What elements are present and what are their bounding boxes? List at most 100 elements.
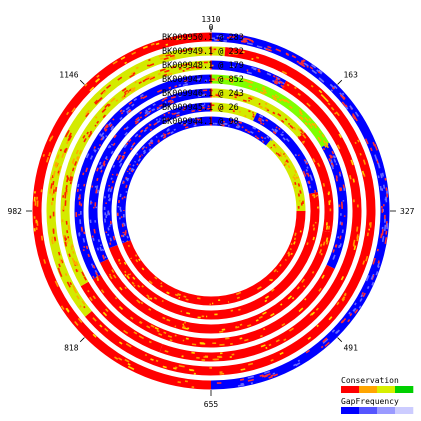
ring-speckle [182, 108, 186, 111]
ring-speckle [128, 101, 133, 105]
ring-speckle [52, 189, 55, 194]
ring-speckle [302, 140, 306, 143]
ring-segment [99, 230, 332, 334]
ring-speckle [177, 381, 181, 384]
ring-speckle [302, 134, 307, 139]
ring-speckle [135, 116, 140, 121]
ring-speckle [224, 78, 231, 81]
ring-speckle [95, 188, 98, 194]
ring-speckle [318, 89, 323, 94]
ring-speckle [366, 286, 370, 290]
ring-speckle [338, 244, 341, 249]
ring-speckle [352, 178, 355, 183]
ring-speckle [305, 349, 311, 354]
ring-speckle [302, 59, 306, 62]
ring-speckle [102, 90, 107, 94]
ring-speckle [157, 89, 163, 93]
track-label: BK009946.1 @ 243 [162, 89, 244, 99]
ring-speckle [81, 271, 85, 277]
ring-speckle [127, 109, 132, 113]
ring-speckle [236, 292, 239, 296]
ring-speckle [128, 88, 132, 92]
ring-speckle [141, 267, 145, 271]
ring-speckle [122, 234, 125, 238]
ring-speckle [93, 99, 99, 104]
ring-speckle [77, 183, 80, 188]
ring-speckle [238, 94, 241, 97]
track-label: BK009945.1 @ 26 [162, 103, 239, 113]
ring-speckle [87, 290, 90, 293]
ring-speckle [174, 85, 178, 88]
ring-speckle [126, 177, 130, 182]
ring-speckle [128, 139, 132, 143]
ring-speckle [335, 111, 340, 117]
ring-speckle [302, 170, 305, 174]
ring-speckle [261, 88, 267, 92]
ring-2 [46, 46, 376, 376]
ring-speckle [380, 233, 383, 239]
ring-speckle [370, 275, 374, 280]
ring-speckle [247, 324, 252, 327]
ring-speckle [96, 247, 100, 251]
ring-speckle [184, 63, 191, 66]
ring-speckle [173, 367, 177, 370]
ring-speckle [381, 236, 385, 242]
ring-speckle [178, 364, 185, 368]
ring-speckle [349, 174, 352, 180]
ring-speckle [178, 84, 182, 87]
ring-speckle [132, 276, 136, 280]
ring-speckle [146, 325, 151, 329]
tick-label: 1146 [59, 71, 78, 80]
ring-speckle [176, 37, 183, 41]
ring-speckle [103, 128, 106, 131]
ring-speckle [125, 177, 128, 181]
ring-speckle [130, 257, 133, 260]
ring-speckle [268, 343, 272, 347]
ring-speckle [362, 292, 366, 298]
ring-speckle [64, 193, 67, 199]
ring-speckle [253, 68, 257, 71]
ring-speckle [341, 92, 345, 96]
ring-speckle [150, 358, 154, 361]
ring-speckle [119, 116, 123, 121]
ring-speckle [294, 86, 297, 90]
ring-speckle [285, 138, 290, 143]
ring-speckle [156, 106, 161, 111]
ring-speckle [67, 225, 70, 231]
ring-speckle [318, 287, 322, 292]
ring-speckle [110, 150, 114, 155]
ring-speckle [64, 147, 68, 154]
ring-speckle [296, 286, 300, 290]
ring-segment [109, 192, 320, 320]
ring-speckle [248, 85, 253, 88]
ring-speckle [163, 113, 166, 117]
ring-speckle [142, 79, 146, 83]
ring-speckle [82, 134, 86, 139]
ring-speckle [335, 163, 338, 166]
ring-speckle [382, 184, 386, 189]
ring-speckle [339, 243, 342, 248]
ring-speckle [170, 96, 173, 99]
ring-speckle [66, 281, 71, 288]
ring-speckle [146, 294, 150, 298]
ring-speckle [138, 134, 142, 138]
ring-speckle [295, 363, 298, 367]
track-labels: BK009950.1 @ 283 BK009949.1 @ 232 BK009948… [162, 33, 244, 127]
ring-speckle [163, 97, 168, 100]
ring-speckle [96, 74, 100, 78]
ring-speckle [340, 320, 344, 324]
ring-speckle [364, 138, 369, 145]
ring-speckle [325, 141, 329, 146]
ring-speckle [191, 109, 195, 113]
ring-speckle [184, 79, 188, 83]
ring-speckle [379, 185, 382, 191]
ring-speckle [262, 92, 265, 95]
ring-speckle [320, 345, 324, 349]
ring-speckle [244, 338, 249, 342]
ring-speckle [282, 152, 286, 155]
ring-speckle [127, 365, 135, 371]
ring-speckle [64, 273, 68, 277]
ring-speckle [247, 130, 251, 134]
ring-speckle [90, 263, 95, 269]
ring-speckle [268, 375, 273, 379]
